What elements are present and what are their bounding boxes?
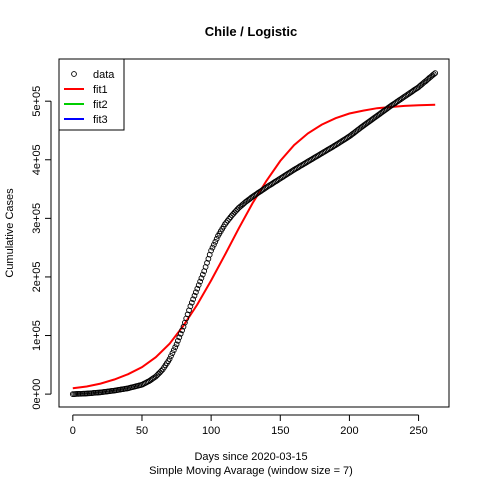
- data-point: [273, 178, 279, 185]
- fit-lines: [72, 103, 436, 390]
- data-point: [264, 183, 271, 190]
- x-tick-label: 200: [340, 425, 358, 437]
- y-tick-label: 3e+05: [31, 203, 43, 234]
- data-point: [255, 190, 261, 196]
- data-point: [173, 341, 180, 348]
- x-tick-label: 100: [202, 425, 220, 437]
- x-tick-label: 250: [409, 425, 427, 437]
- x-tick-label: 0: [70, 425, 76, 437]
- data-point: [289, 167, 296, 174]
- legend: data fit1 fit2 fit3: [58, 58, 125, 131]
- data-point: [188, 299, 195, 306]
- x-axis-label: Days since 2020-03-15: [194, 451, 307, 463]
- data-point: [251, 192, 257, 199]
- data-point: [197, 278, 203, 285]
- data-point: [211, 241, 217, 248]
- data-point: [195, 282, 202, 288]
- chart-title: Chile / Logistic: [205, 24, 297, 39]
- y-tick-label: 5e+05: [31, 86, 43, 117]
- data-point: [263, 184, 270, 191]
- data-point: [193, 289, 199, 296]
- data-point: [316, 152, 322, 158]
- data-point: [332, 142, 339, 148]
- x-tick-label: 150: [271, 425, 289, 437]
- data-point: [213, 236, 220, 242]
- data-point: [169, 350, 176, 356]
- data-point: [226, 216, 232, 222]
- series-line-fit1: [72, 103, 436, 390]
- data-point: [179, 327, 185, 334]
- data-point: [222, 221, 228, 228]
- data-point: [177, 330, 184, 337]
- y-tick-label: 2e+05: [31, 261, 43, 292]
- data-point: [309, 156, 315, 162]
- data-point: [233, 208, 239, 214]
- data-point: [282, 172, 289, 178]
- data-point: [329, 143, 336, 150]
- data-point: [172, 344, 179, 351]
- y-axis-label: Cumulative Cases: [4, 188, 16, 278]
- data-point: [281, 173, 288, 179]
- data-point: [274, 177, 281, 184]
- x-tick-label: 50: [136, 425, 148, 437]
- data-point: [411, 87, 418, 93]
- legend-label-fit1: fit1: [93, 84, 108, 96]
- data-point: [176, 334, 183, 341]
- legend-label-fit3: fit3: [93, 114, 108, 126]
- data-point: [389, 102, 396, 108]
- data-point: [191, 292, 198, 299]
- data-point: [430, 71, 437, 78]
- data-point: [158, 368, 165, 374]
- legend-symbol-data: [71, 71, 77, 77]
- data-point: [338, 138, 344, 145]
- legend-label-data: data: [93, 69, 115, 81]
- data-point: [166, 356, 173, 362]
- plot-area: [58, 58, 450, 408]
- data-point: [288, 168, 295, 175]
- data-point: [212, 238, 219, 245]
- data-point: [175, 337, 181, 344]
- legend-label-fit2: fit2: [93, 99, 108, 111]
- data-point: [231, 209, 238, 216]
- data-point: [168, 353, 174, 359]
- data-point: [396, 97, 403, 104]
- data-point: [194, 285, 201, 292]
- x-axis: 0 50 100 150 200 250: [70, 414, 428, 437]
- data-point: [199, 271, 206, 278]
- y-axis: 0e+00 1e+05 2e+05 3e+05 4e+05 5e+05: [31, 86, 52, 410]
- data-point: [208, 247, 214, 254]
- y-tick-label: 1e+05: [31, 320, 43, 351]
- data-point: [170, 347, 177, 354]
- data-point: [323, 148, 329, 154]
- data-point: [280, 173, 286, 180]
- y-tick-label: 4e+05: [31, 144, 43, 175]
- data-points: [69, 70, 439, 397]
- data-point: [284, 171, 291, 177]
- data-point: [190, 296, 196, 303]
- data-point: [432, 70, 439, 76]
- data-point: [198, 275, 205, 281]
- x-axis-sublabel: Simple Moving Avarage (window size = 7): [149, 465, 353, 477]
- data-point: [336, 139, 343, 146]
- data-point: [187, 303, 194, 310]
- data-point: [339, 137, 346, 144]
- data-point: [267, 181, 274, 188]
- y-tick-label: 0e+00: [31, 379, 43, 410]
- data-point: [276, 176, 282, 183]
- data-point: [209, 244, 216, 251]
- plot-frame: [58, 58, 450, 408]
